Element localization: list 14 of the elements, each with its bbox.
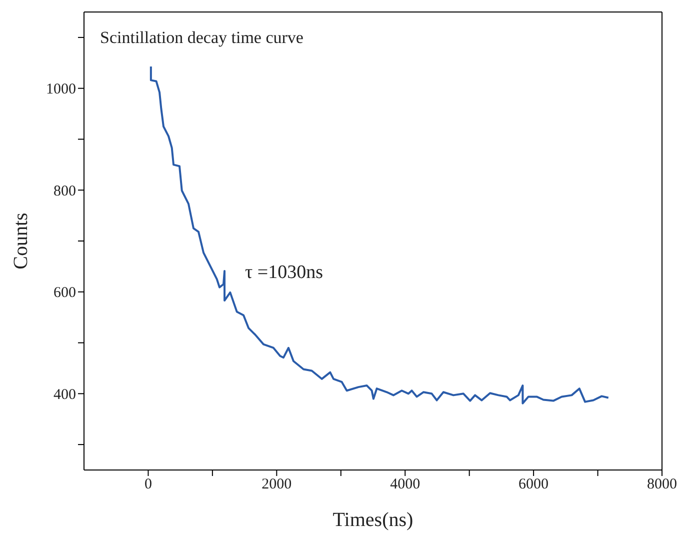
- x-axis-title: Times(ns): [332, 509, 414, 531]
- annotation: τ =1030ns: [245, 262, 323, 284]
- y-tick-label: 400: [54, 386, 76, 403]
- y-tick-label: 600: [54, 285, 76, 302]
- x-tick-label: 4000: [390, 476, 420, 493]
- y-tick-label: 1000: [46, 82, 76, 98]
- x-tick-label: 2000: [262, 476, 292, 493]
- y-axis-title: Counts: [10, 212, 32, 270]
- line-series: [150, 65, 610, 404]
- text: Scintillation decay time curve: [100, 28, 304, 48]
- x-tick-label: 0: [144, 476, 152, 493]
- x-tick-label: 6000: [518, 476, 549, 493]
- x-tick-label: 8000: [647, 476, 677, 493]
- y-tick-label: 800: [54, 183, 76, 200]
